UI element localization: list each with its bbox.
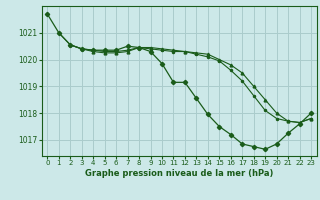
X-axis label: Graphe pression niveau de la mer (hPa): Graphe pression niveau de la mer (hPa) [85, 169, 273, 178]
